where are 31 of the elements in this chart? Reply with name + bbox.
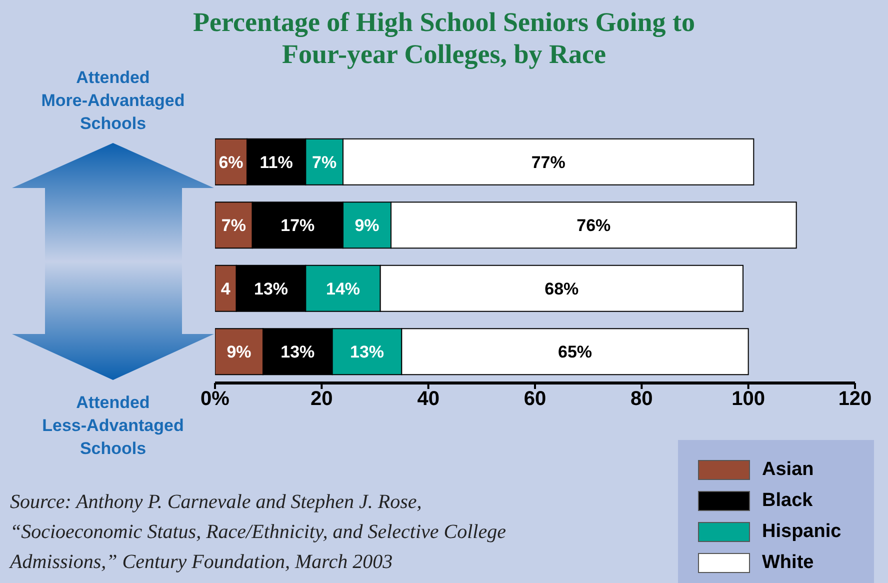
data-label: 13% xyxy=(254,279,288,298)
data-label: 65% xyxy=(558,342,592,362)
data-label: 6% xyxy=(218,152,244,172)
data-label: 7% xyxy=(312,152,337,172)
chart-title: Percentage of High School Seniors Going to Four-year Colleges, by Race xyxy=(193,7,695,69)
data-label: 7% xyxy=(221,216,246,236)
data-label: 13% xyxy=(280,342,315,362)
legend-label: Asian xyxy=(762,458,814,480)
legend-label: Black xyxy=(762,490,813,512)
data-label: 14% xyxy=(326,279,360,298)
x-tick-label: 40 xyxy=(417,388,440,410)
data-label: 9% xyxy=(354,216,380,236)
x-tick-label: 80 xyxy=(630,388,653,410)
data-label: 11% xyxy=(260,152,293,172)
data-label: 17% xyxy=(280,216,315,236)
x-tick-label: 100 xyxy=(732,388,766,410)
source-note: Source: Anthony P. Carnevale and Stephen J. Rose, “Socioeconomic Status, Race/Ethnicity, and Selective College Admissions,” Century Foundation, March 2003 xyxy=(10,490,506,575)
x-tick-label: 120 xyxy=(838,388,872,410)
text: White xyxy=(762,552,814,574)
x-tick-label: 60 xyxy=(524,388,546,410)
data-label: 4 xyxy=(220,279,231,298)
data-label: 9% xyxy=(226,342,252,362)
data-label: 13% xyxy=(350,342,384,362)
data-label: 77% xyxy=(531,152,566,172)
x-tick-label: 0% xyxy=(200,388,230,410)
data-label: 76% xyxy=(576,216,611,236)
text: Attended More-Advantaged Schools xyxy=(41,67,185,135)
text: Attended Less-Advantaged Schools xyxy=(42,392,184,460)
data-label: 68% xyxy=(544,279,579,298)
legend-label: Hispanic xyxy=(762,520,842,542)
x-tick-label: 20 xyxy=(310,388,333,410)
